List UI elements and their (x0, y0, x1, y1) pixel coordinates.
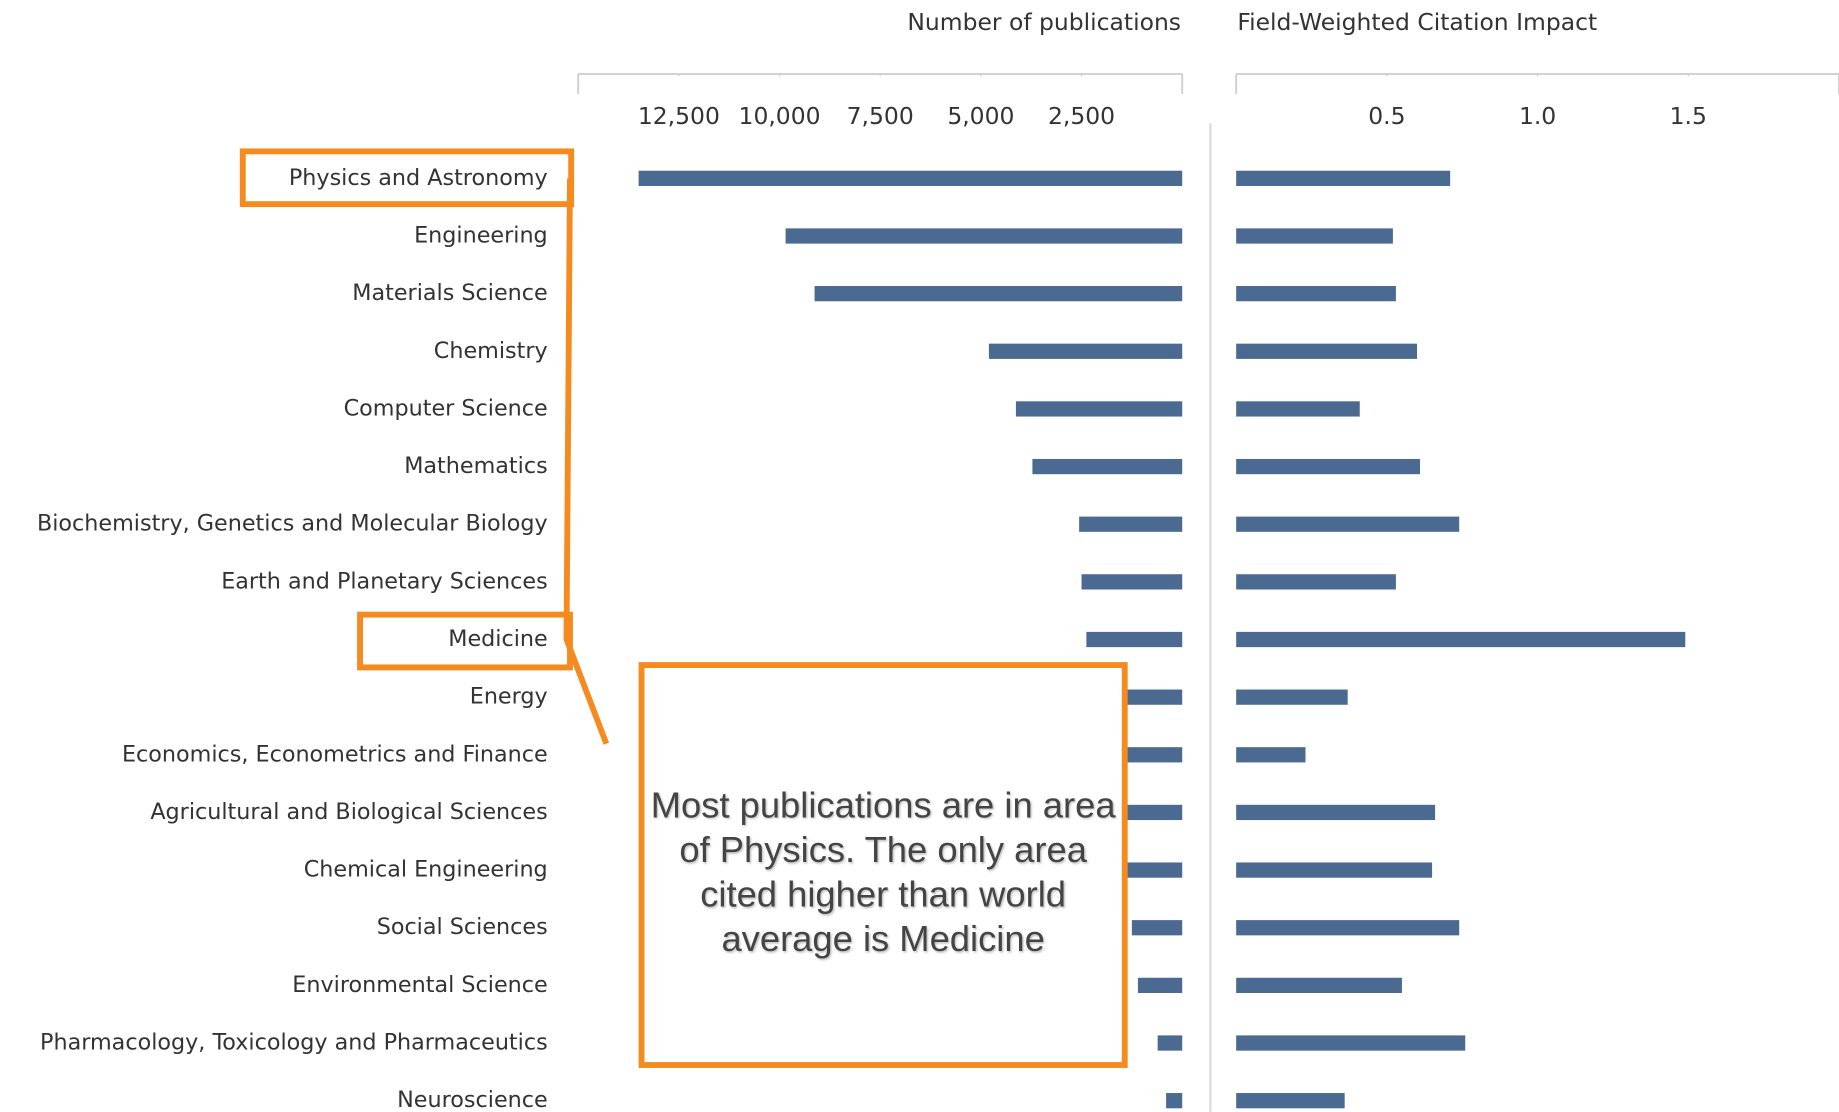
category-label: Environmental Science (292, 972, 547, 998)
x-tick-label: 2,500 (1048, 102, 1115, 130)
annotation: Most publications are in area of Physics… (650, 784, 1116, 960)
bar (638, 170, 1183, 186)
category-label: Agricultural and Biological Sciences (150, 799, 547, 825)
category-label: Chemistry (434, 338, 548, 364)
connector (563, 178, 610, 745)
bar (1081, 574, 1183, 590)
bar (1236, 1035, 1466, 1051)
bar (988, 343, 1183, 359)
bar (1137, 977, 1183, 993)
x-tick-label: 1.5 (1670, 102, 1707, 130)
bar (1236, 286, 1396, 302)
bar (1236, 170, 1451, 186)
bar (785, 228, 1183, 244)
bar (1236, 920, 1460, 936)
category-label: Chemical Engineering (304, 857, 548, 883)
category-label: Social Sciences (377, 914, 548, 940)
category-label: Materials Science (352, 280, 547, 306)
x-tick-label: 10,000 (739, 102, 821, 130)
annotation-area: Most publications are in area of Physics… (650, 784, 1116, 960)
bar (1236, 689, 1348, 705)
bar (1236, 747, 1306, 763)
axis-title: Field-Weighted Citation Impact (1237, 8, 1597, 36)
bar (1236, 401, 1360, 417)
category-label: Economics, Econometrics and Finance (122, 741, 548, 767)
bar (1236, 574, 1396, 590)
x-tick-label: 7,500 (847, 102, 914, 130)
bar (1236, 516, 1460, 532)
x-tick-label: 5,000 (947, 102, 1014, 130)
bar (1236, 228, 1393, 244)
category-label: Mathematics (404, 453, 548, 479)
bar (1032, 458, 1183, 475)
x-tick-label: 0.5 (1368, 102, 1405, 130)
bar (1236, 631, 1686, 648)
category-label: Engineering (414, 222, 548, 248)
category-label: Energy (470, 684, 548, 710)
bar (1236, 862, 1433, 878)
bar (1079, 516, 1183, 532)
bar (1123, 862, 1183, 878)
category-label: Pharmacology, Toxicology and Pharmaceuti… (40, 1030, 548, 1056)
category-label: Medicine (448, 626, 547, 652)
bar (1157, 1035, 1183, 1051)
bar (1236, 804, 1436, 821)
category-label: Computer Science (344, 395, 548, 421)
bar (1236, 1093, 1345, 1109)
bar (1131, 920, 1183, 936)
x-tick-label: 12,500 (638, 102, 720, 130)
bar (1116, 804, 1183, 821)
category-label: Physics and Astronomy (289, 165, 548, 191)
bar (1015, 401, 1183, 417)
bar (1236, 458, 1421, 475)
annotation-box (638, 662, 1128, 1068)
bar (1236, 343, 1418, 359)
category-label: Neuroscience (397, 1087, 548, 1112)
highlight-box (239, 148, 575, 208)
category-label: Biochemistry, Genetics and Molecular Bio… (37, 511, 548, 537)
bar (1166, 1093, 1183, 1109)
axis-title: Number of publications (907, 8, 1181, 36)
bar (1236, 977, 1402, 993)
bar (814, 286, 1183, 302)
category-label: Earth and Planetary Sciences (221, 568, 548, 594)
bar (1086, 631, 1183, 648)
x-tick-label: 1.0 (1519, 102, 1556, 130)
